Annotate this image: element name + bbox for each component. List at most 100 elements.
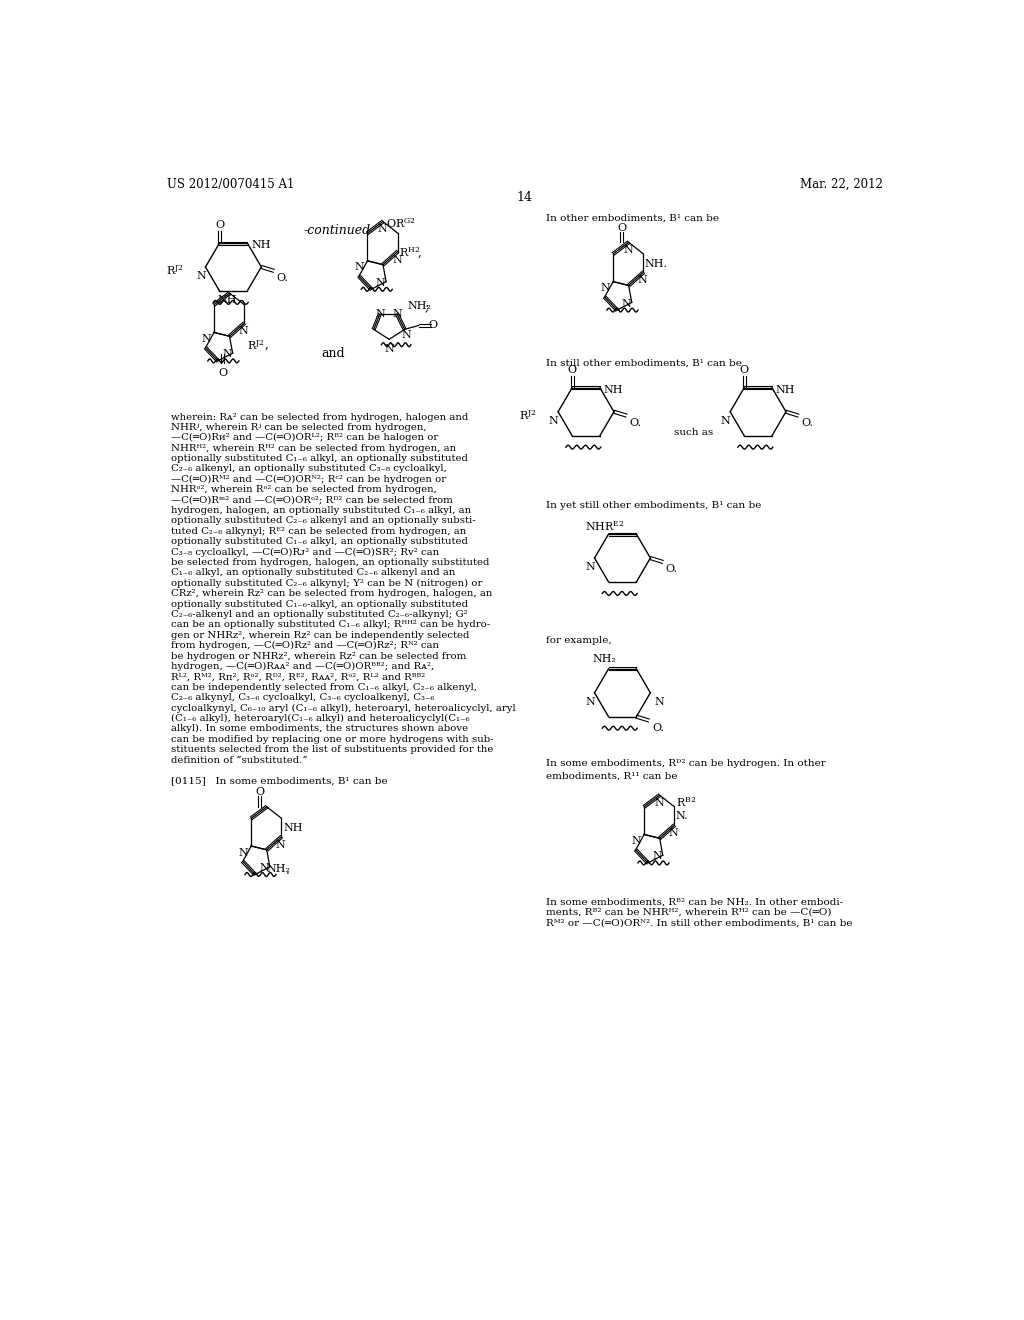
- Text: wherein: Rᴀ² can be selected from hydrogen, halogen and: wherein: Rᴀ² can be selected from hydrog…: [171, 412, 468, 421]
- Text: tuted C₂₋₆ alkynyl; Rᴱ² can be selected from hydrogen, an: tuted C₂₋₆ alkynyl; Rᴱ² can be selected …: [171, 527, 466, 536]
- Text: N: N: [202, 334, 211, 345]
- Text: can be an optionally substituted C₁₋₆ alkyl; Rᴴᴴ² can be hydro-: can be an optionally substituted C₁₋₆ al…: [171, 620, 489, 630]
- Text: $\mathregular{R^{J2}}$: $\mathregular{R^{J2}}$: [519, 408, 537, 421]
- Text: O.: O.: [802, 418, 813, 428]
- Text: .: .: [286, 865, 290, 878]
- Text: ,: ,: [264, 338, 268, 351]
- Text: O.: O.: [652, 723, 664, 733]
- Text: N: N: [259, 863, 269, 873]
- Text: NHRʲ, wherein Rʲ can be selected from hydrogen,: NHRʲ, wherein Rʲ can be selected from hy…: [171, 422, 426, 432]
- Text: gen or NHRᴢ², wherein Rᴢ² can be independently selected: gen or NHRᴢ², wherein Rᴢ² can be indepen…: [171, 631, 469, 640]
- Text: N: N: [585, 697, 595, 706]
- Text: O: O: [739, 364, 749, 375]
- Text: such as: such as: [674, 428, 714, 437]
- Text: and: and: [322, 347, 345, 360]
- Text: hydrogen, —C(═O)Rᴀᴀ² and —C(═O)ORᴮᴮ²; and Rᴀ²,: hydrogen, —C(═O)Rᴀᴀ² and —C(═O)ORᴮᴮ²; an…: [171, 663, 434, 671]
- Text: N: N: [632, 836, 641, 846]
- Text: N: N: [654, 797, 664, 808]
- Text: $\mathregular{R^{H2}}$: $\mathregular{R^{H2}}$: [399, 246, 421, 259]
- Text: N: N: [355, 263, 365, 272]
- Text: N: N: [721, 416, 730, 425]
- Text: N.: N.: [676, 812, 688, 821]
- Text: NH: NH: [604, 385, 624, 395]
- Text: C₂₋₆ alkenyl, an optionally substituted C₃₋₈ cycloalkyl,: C₂₋₆ alkenyl, an optionally substituted …: [171, 465, 446, 474]
- Text: ments, Rᴮ² can be NHRᴴ², wherein Rᴴ² can be —C(═O): ments, Rᴮ² can be NHRᴴ², wherein Rᴴ² can…: [547, 908, 831, 917]
- Text: $\mathregular{NHR^{E2}}$: $\mathregular{NHR^{E2}}$: [585, 519, 625, 532]
- Text: can be modified by replacing one or more hydrogens with sub-: can be modified by replacing one or more…: [171, 735, 494, 743]
- Text: N: N: [239, 847, 249, 858]
- Text: NH: NH: [776, 385, 796, 395]
- Text: NH₂: NH₂: [407, 301, 431, 310]
- Text: $\mathregular{OR^{G2}}$: $\mathregular{OR^{G2}}$: [386, 216, 416, 230]
- Text: alkyl). In some embodiments, the structures shown above: alkyl). In some embodiments, the structu…: [171, 725, 468, 734]
- Text: cycloalkynyl, C₆₋₁₀ aryl (C₁₋₆ alkyl), heteroaryl, heteroalicyclyl, aryl: cycloalkynyl, C₆₋₁₀ aryl (C₁₋₆ alkyl), h…: [171, 704, 515, 713]
- Text: optionally substituted C₂₋₆ alkenyl and an optionally substi-: optionally substituted C₂₋₆ alkenyl and …: [171, 516, 475, 525]
- Text: N: N: [275, 840, 286, 850]
- Text: from hydrogen, —C(═O)Rᴢ² and —C(═O)Rᴢ²; Rᴺ² can: from hydrogen, —C(═O)Rᴢ² and —C(═O)Rᴢ²; …: [171, 642, 438, 651]
- Text: NH₂: NH₂: [593, 653, 616, 664]
- Text: optionally substituted C₁₋₆ alkyl, an optionally substituted: optionally substituted C₁₋₆ alkyl, an op…: [171, 537, 468, 546]
- Text: optionally substituted C₁₋₆ alkyl, an optionally substituted: optionally substituted C₁₋₆ alkyl, an op…: [171, 454, 468, 463]
- Text: NHRᵒ², wherein Rᵒ² can be selected from hydrogen,: NHRᵒ², wherein Rᵒ² can be selected from …: [171, 486, 436, 494]
- Text: N: N: [392, 255, 401, 264]
- Text: ;: ;: [425, 301, 429, 314]
- Text: ,: ,: [418, 246, 422, 259]
- Text: N: N: [384, 345, 394, 354]
- Text: $\mathregular{R^{J2}}$: $\mathregular{R^{J2}}$: [247, 338, 264, 351]
- Text: hydrogen, halogen, an optionally substituted C₁₋₆ alkyl, an: hydrogen, halogen, an optionally substit…: [171, 506, 471, 515]
- Text: In some embodiments, Rᴰ² can be hydrogen. In other: In some embodiments, Rᴰ² can be hydrogen…: [547, 759, 826, 768]
- Text: can be independently selected from C₁₋₆ alkyl, C₂₋₆ alkenyl,: can be independently selected from C₁₋₆ …: [171, 682, 476, 692]
- Text: O: O: [567, 364, 577, 375]
- Text: optionally substituted C₁₋₆-alkyl, an optionally substituted: optionally substituted C₁₋₆-alkyl, an op…: [171, 599, 468, 609]
- Text: be selected from hydrogen, halogen, an optionally substituted: be selected from hydrogen, halogen, an o…: [171, 558, 489, 568]
- Text: N: N: [669, 829, 679, 838]
- Text: NH₂: NH₂: [266, 865, 291, 874]
- Text: Mar. 22, 2012: Mar. 22, 2012: [800, 178, 883, 190]
- Text: $\mathregular{R^{B2}}$: $\mathregular{R^{B2}}$: [676, 795, 696, 809]
- Text: N: N: [196, 271, 206, 281]
- Text: N: N: [377, 224, 387, 234]
- Text: NH: NH: [251, 240, 270, 249]
- Text: O.: O.: [666, 564, 678, 574]
- Text: N: N: [623, 244, 633, 255]
- Text: N: N: [600, 284, 610, 293]
- Text: In some embodiments, Rᴮ² can be NH₂. In other embodi-: In some embodiments, Rᴮ² can be NH₂. In …: [547, 898, 844, 907]
- Text: O: O: [255, 788, 264, 797]
- Text: optionally substituted C₂₋₆ alkynyl; Y² can be N (nitrogen) or: optionally substituted C₂₋₆ alkynyl; Y² …: [171, 579, 482, 587]
- Text: $\mathregular{R^{J2}}$: $\mathregular{R^{J2}}$: [166, 263, 183, 277]
- Text: O.: O.: [630, 418, 641, 428]
- Text: N: N: [654, 697, 664, 708]
- Text: O: O: [617, 223, 627, 234]
- Text: 14: 14: [517, 191, 532, 203]
- Text: N: N: [401, 330, 411, 341]
- Text: stituents selected from the list of substituents provided for the: stituents selected from the list of subs…: [171, 744, 493, 754]
- Text: O: O: [218, 368, 227, 378]
- Text: N: N: [222, 350, 232, 359]
- Text: Rᴹ² or —C(═O)ORᴺ². In still other embodiments, B¹ can be: Rᴹ² or —C(═O)ORᴺ². In still other embodi…: [547, 919, 853, 928]
- Text: O: O: [215, 220, 224, 230]
- Text: N: N: [638, 276, 647, 285]
- Text: N: N: [239, 326, 249, 337]
- Text: NH.: NH.: [645, 259, 668, 268]
- Text: N: N: [652, 851, 663, 862]
- Text: [0115]   In some embodiments, B¹ can be: [0115] In some embodiments, B¹ can be: [171, 776, 387, 785]
- Text: N: N: [585, 562, 595, 572]
- Text: —C(═O)Rᴹ² and —C(═O)ORᴺ²; Rᶜ² can be hydrogen or: —C(═O)Rᴹ² and —C(═O)ORᴺ²; Rᶜ² can be hyd…: [171, 475, 445, 484]
- Text: —C(═O)Rᴎ² and —C(═O)ORᴸ²; Rᴮ² can be halogen or: —C(═O)Rᴎ² and —C(═O)ORᴸ²; Rᴮ² can be hal…: [171, 433, 438, 442]
- Text: (C₁₋₆ alkyl), heteroaryl(C₁₋₆ alkyl) and heteroalicyclyl(C₁₋₆: (C₁₋₆ alkyl), heteroaryl(C₁₋₆ alkyl) and…: [171, 714, 469, 723]
- Text: NH: NH: [217, 296, 237, 305]
- Text: for example,: for example,: [547, 636, 612, 644]
- Text: O: O: [428, 321, 437, 330]
- Text: In still other embodiments, B¹ can be: In still other embodiments, B¹ can be: [547, 359, 742, 367]
- Text: NH: NH: [283, 822, 302, 833]
- Text: C₂₋₆ alkynyl, C₃₋₆ cycloalkyl, C₃₋₆ cycloalkenyl, C₃₋₆: C₂₋₆ alkynyl, C₃₋₆ cycloalkyl, C₃₋₆ cycl…: [171, 693, 434, 702]
- Text: CRᴢ², wherein Rᴢ² can be selected from hydrogen, halogen, an: CRᴢ², wherein Rᴢ² can be selected from h…: [171, 589, 492, 598]
- Text: O.: O.: [276, 273, 289, 282]
- Text: NHRᴴ², wherein Rᴴ² can be selected from hydrogen, an: NHRᴴ², wherein Rᴴ² can be selected from …: [171, 444, 456, 453]
- Text: In yet still other embodiments, B¹ can be: In yet still other embodiments, B¹ can b…: [547, 502, 762, 510]
- Text: C₃₋₈ cycloalkyl, —C(═O)Rᴊ² and —C(═O)SR²; Rᴠ² can: C₃₋₈ cycloalkyl, —C(═O)Rᴊ² and —C(═O)SR²…: [171, 548, 438, 557]
- Text: Rᴸ², Rᴹ², Rᴨ², Rᵒ², Rᴰ², Rᴱ², Rᴀᴀ², Rᵒ², Rᴸ² and Rᴮᴮ²: Rᴸ², Rᴹ², Rᴨ², Rᵒ², Rᴰ², Rᴱ², Rᴀᴀ², Rᵒ²,…: [171, 672, 425, 681]
- Text: N: N: [549, 416, 558, 425]
- Text: be hydrogen or NHRᴢ², wherein Rᴢ² can be selected from: be hydrogen or NHRᴢ², wherein Rᴢ² can be…: [171, 652, 466, 660]
- Text: N: N: [376, 277, 385, 288]
